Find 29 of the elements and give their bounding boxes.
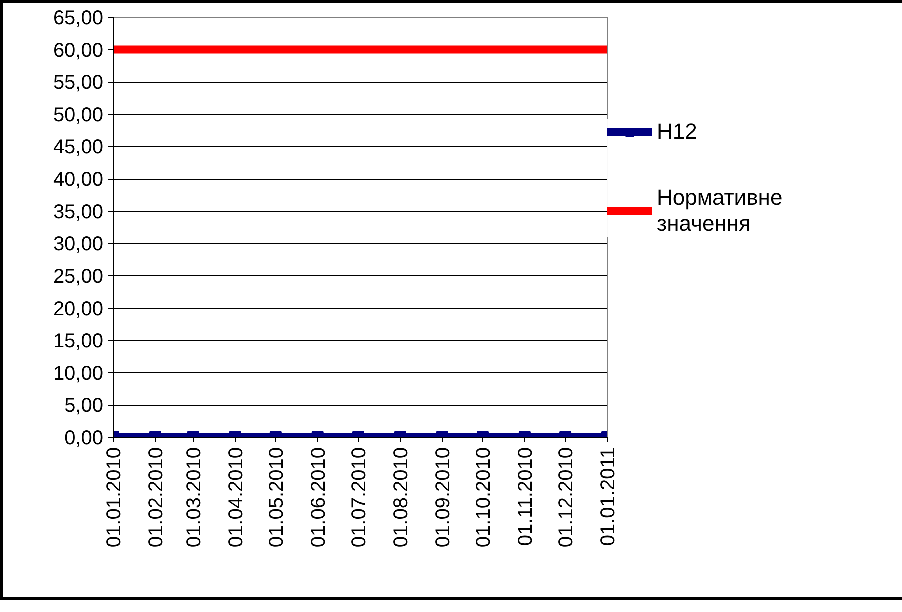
y-tick-label: 20,00 (53, 298, 104, 320)
x-tick-label: 01.03.2010 (183, 447, 206, 548)
y-tick-label: 10,00 (53, 362, 104, 385)
x-tick-label: 01.10.2010 (472, 447, 495, 548)
y-tick-label: 40,00 (53, 169, 104, 192)
y-tick-label: 0,00 (64, 428, 104, 450)
y-tick-label: 35,00 (53, 201, 104, 224)
x-tick-label: 01.12.2010 (556, 447, 578, 548)
y-tick-label: 60,00 (53, 40, 104, 62)
y-tick-label: 50,00 (53, 104, 104, 126)
x-tick-label: 01.08.2010 (390, 447, 412, 548)
y-tick-label: 25,00 (53, 266, 104, 288)
x-tick-label: 01.01.2011 (598, 447, 620, 546)
y-tick-label: 30,00 (53, 234, 104, 256)
x-tick-label: 01.05.2010 (266, 447, 288, 548)
x-tick-label: 01.01.2010 (104, 447, 126, 548)
y-tick-label: 65,00 (53, 8, 104, 30)
x-tick-label: 01.09.2010 (432, 447, 454, 548)
x-tick-label: 01.04.2010 (225, 447, 248, 548)
legend-label: Н12 (657, 119, 698, 145)
y-tick-label: 15,00 (53, 330, 104, 353)
legend-label: Нормативне значення (657, 185, 783, 237)
x-tick-label: 01.11.2010 (514, 447, 537, 546)
x-tick-label: 01.07.2010 (348, 447, 370, 548)
y-tick-label: 55,00 (53, 72, 104, 94)
x-tick-label: 01.02.2010 (145, 447, 168, 548)
x-tick-label: 01.06.2010 (308, 447, 330, 548)
y-tick-label: 45,00 (53, 136, 104, 159)
y-tick-label: 5,00 (64, 395, 104, 418)
